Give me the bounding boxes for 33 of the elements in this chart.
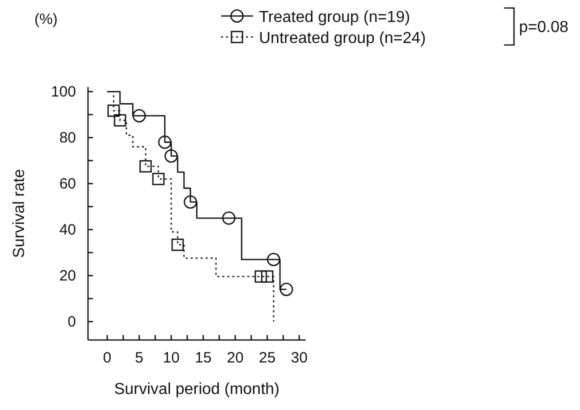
point: [266, 252, 280, 266]
point: [139, 160, 152, 172]
point: [222, 211, 236, 225]
point: [158, 136, 172, 149]
point: [114, 114, 126, 126]
point: [184, 195, 198, 209]
legend-label: Untreated group (n=24): [259, 30, 426, 47]
x-tick-label: 20: [226, 350, 244, 366]
x-axis-title: Survival period (month): [114, 381, 280, 398]
point: [280, 282, 294, 296]
text: (%): [34, 11, 58, 28]
x-tick-label: 25: [258, 350, 276, 366]
legend-label: Treated group (n=19): [259, 9, 410, 26]
point: [254, 270, 267, 283]
text: p=0.08: [519, 19, 568, 36]
y-tick-label: 0: [68, 313, 76, 330]
point: [152, 172, 165, 186]
x-tick-label: 5: [135, 350, 144, 366]
point: [132, 109, 146, 122]
point: [164, 149, 178, 163]
x-tick-label: 30: [290, 350, 308, 366]
y-axis-title: Survival rate: [11, 168, 28, 258]
x-tick-label: 0: [103, 350, 112, 366]
y-tick-label: 20: [59, 267, 76, 284]
y-tick-label: 40: [59, 221, 76, 238]
point: [171, 238, 184, 251]
point: [261, 270, 274, 283]
x-tick-label: 10: [162, 350, 180, 366]
y-tick-label: 100: [50, 83, 76, 100]
point: [107, 104, 120, 117]
y-tick-label: 80: [59, 129, 76, 146]
x-tick-label: 15: [194, 350, 212, 366]
y-tick-label: 60: [59, 175, 76, 192]
